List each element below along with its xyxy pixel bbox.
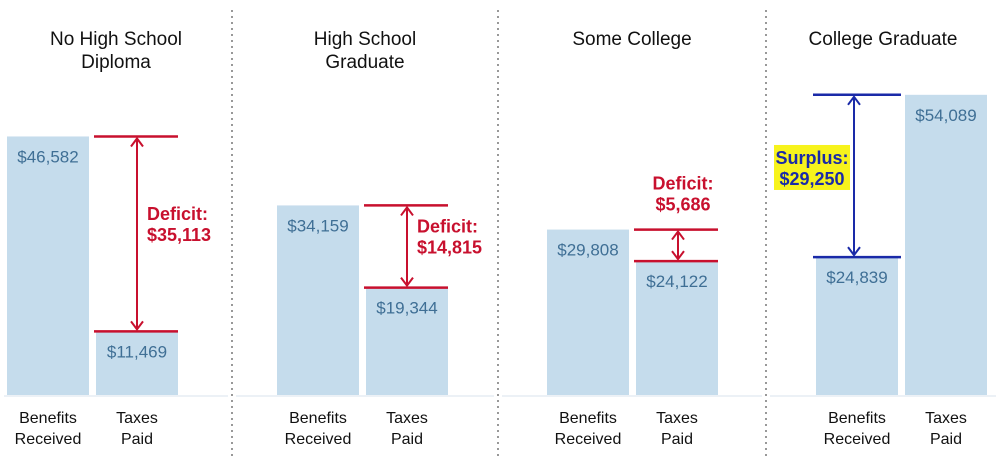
- bar-taxes-paid: [96, 331, 178, 395]
- bar-value-label: $29,808: [557, 241, 618, 260]
- annotation-label: Deficit:: [652, 174, 713, 194]
- annotation-amount: $5,686: [655, 195, 710, 215]
- axis-label: Received: [555, 431, 622, 448]
- arrowhead-up: [671, 229, 685, 241]
- bar-value-label: $11,469: [107, 342, 167, 361]
- bar-benefits-received: [277, 205, 359, 395]
- bar-value-label: $24,839: [826, 268, 887, 287]
- axis-label: Received: [824, 431, 891, 448]
- bar-taxes-paid: [366, 287, 448, 395]
- arrowhead-down: [400, 277, 414, 288]
- axis-label: Paid: [930, 431, 962, 448]
- axis-label: Paid: [391, 431, 423, 448]
- annotation-amount: $14,815: [417, 238, 482, 258]
- axis-label: Taxes: [386, 410, 428, 427]
- axis-label: Benefits: [19, 410, 77, 427]
- panel-title: College Graduate: [809, 29, 958, 50]
- panel-title: High School: [314, 29, 416, 50]
- axis-label: Benefits: [289, 410, 347, 427]
- arrowhead-up: [847, 95, 861, 106]
- bar-value-label: $54,089: [915, 106, 976, 125]
- axis-label: Taxes: [656, 410, 698, 427]
- bar-benefits-received: [547, 229, 629, 395]
- bar-value-label: $46,582: [17, 147, 78, 166]
- axis-label: Paid: [121, 431, 153, 448]
- axis-label: Taxes: [925, 410, 967, 427]
- annotation-label: Deficit:: [147, 204, 208, 224]
- axis-label: Benefits: [828, 410, 886, 427]
- bar-taxes-paid: [905, 94, 987, 395]
- bar-taxes-paid: [636, 261, 718, 395]
- axis-label: Paid: [661, 431, 693, 448]
- annotation-amount: $35,113: [147, 225, 211, 245]
- arrowhead-down: [130, 320, 144, 332]
- bar-value-label: $24,122: [646, 272, 707, 291]
- panel-title: Some College: [572, 29, 691, 50]
- arrowhead-down: [847, 246, 861, 257]
- panel-title: No High School: [50, 29, 182, 50]
- arrowhead-up: [130, 136, 144, 148]
- bar-value-label: $34,159: [287, 216, 348, 235]
- bar-benefits-received: [816, 257, 898, 395]
- arrowhead-down: [671, 250, 685, 261]
- bar-value-label: $19,344: [376, 299, 437, 318]
- annotation-amount: $29,250: [779, 169, 844, 189]
- bar-benefits-received: [7, 136, 89, 395]
- panel-title: Graduate: [325, 52, 404, 73]
- arrowhead-up: [400, 205, 414, 217]
- axis-label: Taxes: [116, 410, 158, 427]
- surplus-highlight: [774, 144, 850, 190]
- annotation-label: Surplus:: [775, 148, 848, 168]
- axis-label: Received: [285, 431, 352, 448]
- annotation-label: Deficit:: [417, 217, 478, 237]
- axis-label: Benefits: [559, 410, 617, 427]
- panel-title: Diploma: [81, 52, 151, 73]
- axis-label: Received: [15, 431, 82, 448]
